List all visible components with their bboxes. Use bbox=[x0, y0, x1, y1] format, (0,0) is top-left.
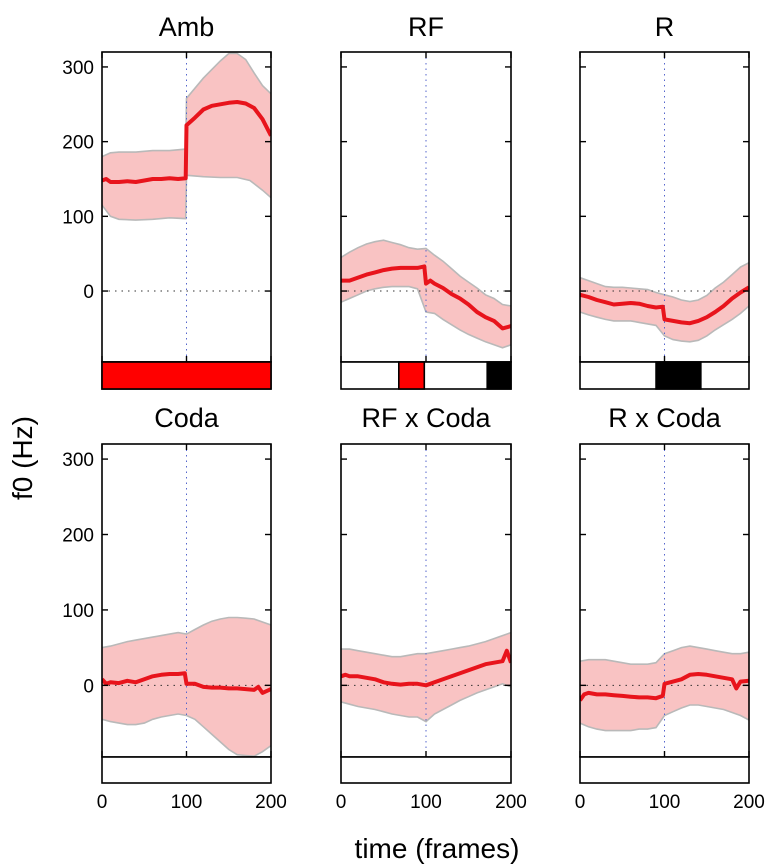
band-lower-edge bbox=[341, 682, 511, 723]
significance-strip bbox=[579, 361, 750, 390]
x-tick-label: 100 bbox=[171, 792, 203, 813]
significance-strip bbox=[340, 361, 512, 390]
y-tick-label: 200 bbox=[62, 526, 94, 547]
significance-strip-frame bbox=[101, 756, 272, 784]
plot-area bbox=[102, 52, 271, 362]
panel-amb: Amb 0 100 200 300 bbox=[62, 12, 272, 390]
panel-coda: Coda 0 100 200 300 0 100 200 bbox=[62, 403, 287, 813]
panel-title: Coda bbox=[154, 403, 220, 433]
x-tick-label: 200 bbox=[255, 792, 287, 813]
x-tick-label: 200 bbox=[495, 792, 527, 813]
x-tick-label: 200 bbox=[733, 792, 765, 813]
confidence-band bbox=[341, 632, 511, 722]
y-tick-label: 0 bbox=[83, 282, 94, 303]
significance-strip bbox=[101, 361, 272, 390]
panel-r-x-coda: R x Coda 0 100 200 bbox=[575, 403, 765, 813]
plot-area bbox=[341, 444, 511, 757]
significance-strip-frame bbox=[340, 361, 512, 390]
mean-line bbox=[341, 648, 511, 688]
x-axis-label: time (frames) bbox=[355, 833, 520, 864]
x-tick-label: 0 bbox=[336, 792, 347, 813]
panel-title: R bbox=[655, 12, 675, 42]
y-tick-label: 300 bbox=[62, 58, 94, 79]
y-tick-label: 100 bbox=[62, 207, 94, 228]
band-upper-edge bbox=[102, 52, 271, 158]
plot-area bbox=[341, 52, 511, 362]
significance-strip bbox=[101, 756, 272, 784]
significance-strip bbox=[579, 756, 750, 784]
panel-title: RF bbox=[408, 12, 444, 42]
panel-r: R bbox=[579, 12, 750, 390]
band-lower-edge bbox=[580, 305, 749, 343]
band-lower-edge bbox=[102, 174, 271, 221]
mean-line bbox=[102, 671, 271, 695]
x-tick-label: 100 bbox=[410, 792, 442, 813]
y-axis-label: f0 (Hz) bbox=[7, 416, 38, 500]
mean-line bbox=[580, 285, 749, 326]
significance-block-red bbox=[101, 361, 272, 390]
y-tick-label: 300 bbox=[62, 450, 94, 471]
significance-strip-frame bbox=[340, 756, 512, 784]
x-tick-label: 0 bbox=[575, 792, 586, 813]
y-tick-label: 200 bbox=[62, 133, 94, 154]
panel-title: Amb bbox=[159, 12, 215, 42]
significance-block-red bbox=[397, 361, 426, 390]
band-lower-edge bbox=[580, 704, 749, 732]
panel-rf: RF bbox=[340, 12, 512, 390]
panel-rf-x-coda: RF x Coda 0 100 200 bbox=[336, 403, 527, 813]
significance-block-black bbox=[486, 361, 512, 390]
plot-area bbox=[102, 444, 271, 757]
significance-block-black bbox=[655, 361, 702, 390]
mean-line bbox=[580, 672, 749, 702]
mean-line bbox=[341, 264, 511, 331]
band-lower-edge bbox=[102, 713, 271, 757]
significance-strip bbox=[340, 756, 512, 784]
plot-area bbox=[580, 444, 749, 757]
panel-title: RF x Coda bbox=[361, 403, 491, 433]
x-tick-label: 100 bbox=[649, 792, 681, 813]
confidence-band bbox=[580, 262, 749, 342]
mean-line bbox=[102, 100, 271, 184]
significance-strip-frame bbox=[579, 756, 750, 784]
panel-title: R x Coda bbox=[608, 403, 722, 433]
band-upper-edge bbox=[102, 616, 271, 649]
x-tick-label: 0 bbox=[97, 792, 108, 813]
y-tick-label: 100 bbox=[62, 601, 94, 622]
plot-area bbox=[580, 52, 749, 362]
band-upper-edge bbox=[341, 239, 511, 307]
y-tick-label: 0 bbox=[83, 676, 94, 697]
